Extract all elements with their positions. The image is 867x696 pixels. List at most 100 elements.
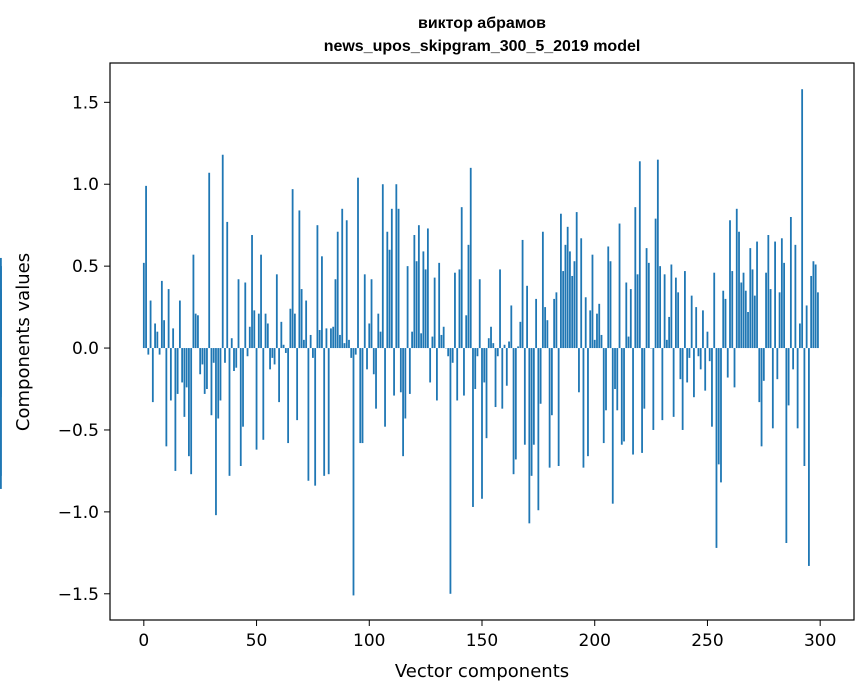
bar-45 [244, 282, 247, 349]
bar-37 [226, 221, 229, 349]
bar-11 [167, 289, 170, 349]
bar-202 [598, 303, 601, 349]
bar-267 [744, 290, 747, 349]
bar-59 [275, 274, 278, 349]
bar-160 [503, 344, 506, 349]
bar-217 [632, 348, 634, 455]
bar-156 [494, 348, 497, 408]
bar-203 [600, 334, 603, 349]
bar-67 [293, 313, 296, 349]
bar-3 [149, 300, 152, 349]
bar-254 [715, 348, 718, 548]
bar-18 [183, 348, 186, 417]
bar-259 [726, 348, 729, 378]
bar-80 [323, 348, 326, 476]
bar-241 [686, 348, 689, 383]
bar-255 [717, 348, 720, 465]
bar-111 [393, 348, 395, 396]
bar-189 [569, 251, 571, 349]
bar-101 [370, 279, 373, 349]
bar-71 [302, 339, 305, 349]
bar-22 [192, 254, 195, 349]
bar-166 [517, 346, 519, 349]
x-tick-label-250: 250 [691, 631, 723, 651]
bar-181 [550, 348, 553, 416]
bar-126 [426, 228, 429, 349]
bar-147 [474, 348, 477, 390]
bar-0 [142, 262, 145, 349]
bar-218 [634, 207, 637, 349]
bar-120 [413, 235, 416, 349]
bar-262 [733, 348, 736, 388]
bar-222 [643, 348, 646, 409]
bar-271 [753, 295, 756, 349]
bar-298 [814, 264, 817, 349]
bar-223 [645, 248, 648, 349]
bar-30 [210, 348, 213, 416]
bar-229 [659, 266, 662, 349]
bar-63 [284, 348, 287, 353]
bar-128 [431, 336, 434, 349]
bar-236 [674, 277, 677, 349]
chart-title-line1: виктор абрамов [418, 15, 546, 32]
bar-261 [731, 271, 734, 349]
bar-103 [375, 348, 377, 409]
y-tick-label-6: 1.5 [72, 93, 99, 113]
bar-173 [532, 348, 535, 445]
bar-177 [541, 231, 544, 349]
bar-113 [397, 208, 400, 349]
bar-178 [544, 307, 547, 349]
bar-61 [280, 321, 283, 349]
bar-119 [411, 331, 414, 349]
bar-10 [165, 348, 168, 447]
bar-185 [560, 213, 562, 349]
bar-288 [792, 348, 795, 370]
bar-153 [487, 338, 490, 349]
chart-title-line2: news_upos_skipgram_300_5_2019 model [324, 38, 641, 55]
y-tick-label-2: −0.5 [58, 421, 99, 441]
bar-204 [602, 348, 605, 444]
bar-182 [553, 298, 556, 349]
bar-54 [264, 313, 267, 349]
bar-299 [817, 292, 819, 349]
bar-165 [514, 348, 517, 460]
bar-193 [578, 348, 580, 393]
bar-121 [415, 261, 418, 349]
x-tick-label-0: 0 [138, 631, 149, 651]
bar-150 [481, 348, 483, 499]
bar-94 [354, 348, 357, 355]
bar-36 [224, 348, 226, 363]
bar-58 [273, 348, 276, 365]
bar-81 [325, 328, 328, 349]
bar-290 [796, 348, 799, 429]
bar-98 [363, 274, 366, 349]
bar-23 [194, 313, 197, 349]
bar-274 [760, 348, 763, 447]
bar-167 [519, 321, 522, 349]
bar-28 [206, 348, 208, 390]
bar-7 [158, 348, 161, 355]
bar-48 [251, 235, 253, 349]
bar-115 [402, 348, 404, 457]
bar-244 [693, 348, 695, 398]
bar-227 [654, 218, 657, 349]
bar-211 [618, 223, 621, 349]
bar-281 [776, 348, 779, 380]
bar-73 [307, 348, 310, 481]
bar-131 [438, 262, 441, 349]
bar-188 [566, 226, 569, 349]
bar-206 [607, 246, 610, 349]
bar-95 [357, 177, 359, 349]
bar-8 [160, 280, 163, 349]
bar-60 [278, 348, 280, 403]
bar-286 [787, 348, 790, 406]
bar-137 [451, 348, 454, 363]
bar-47 [248, 326, 251, 349]
bar-19 [185, 348, 188, 388]
bar-172 [530, 348, 533, 476]
bar-228 [656, 159, 659, 349]
bar-69 [298, 210, 301, 349]
bar-116 [404, 348, 407, 419]
bar-291 [798, 323, 801, 349]
bar-184 [557, 348, 560, 466]
